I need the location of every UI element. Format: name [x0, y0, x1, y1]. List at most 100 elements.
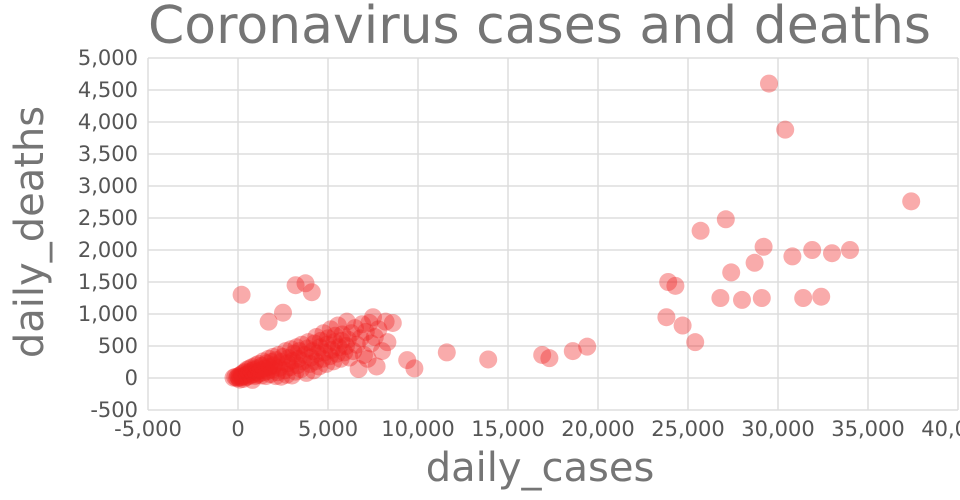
x-tick-label: 10,000 — [381, 417, 454, 441]
data-point — [261, 365, 280, 384]
data-point — [265, 356, 283, 375]
y-tick-label: 2,000 — [78, 238, 138, 262]
data-point — [362, 334, 381, 353]
data-point — [237, 368, 256, 387]
data-point — [283, 351, 302, 370]
data-point — [242, 361, 261, 380]
data-point — [322, 340, 341, 359]
data-point — [249, 354, 268, 373]
data-point — [266, 351, 285, 370]
y-tick-label: 1,500 — [78, 270, 138, 294]
data-point — [250, 364, 269, 383]
data-point — [248, 359, 267, 378]
data-point — [333, 325, 352, 344]
data-point — [224, 368, 243, 387]
data-point — [266, 367, 285, 386]
data-point — [240, 359, 259, 378]
y-axis-label: daily_deaths — [7, 105, 53, 359]
data-point — [338, 330, 357, 349]
data-point — [245, 360, 264, 379]
data-point — [337, 312, 356, 331]
data-point — [269, 345, 288, 364]
data-point — [277, 365, 296, 384]
data-point — [264, 347, 283, 366]
data-point — [278, 354, 297, 373]
data-point — [262, 353, 281, 371]
data-point — [254, 352, 273, 371]
data-point — [297, 363, 316, 382]
data-point — [315, 343, 334, 362]
x-axis-label: daily_cases — [425, 445, 655, 491]
data-point — [716, 210, 735, 229]
data-point — [319, 329, 337, 348]
data-point — [238, 360, 256, 379]
data-point — [376, 312, 395, 331]
data-point — [244, 365, 263, 384]
x-tick-label: 25,000 — [651, 417, 724, 441]
data-point — [236, 362, 255, 381]
data-point — [301, 348, 320, 367]
data-point — [257, 354, 276, 373]
data-point — [311, 331, 330, 350]
data-point — [803, 241, 822, 259]
data-point — [287, 338, 306, 357]
data-point — [325, 333, 344, 352]
x-tick-label: 20,000 — [561, 417, 634, 441]
data-point — [302, 283, 321, 302]
data-point — [383, 313, 402, 332]
data-point — [776, 120, 795, 139]
data-point — [293, 352, 312, 371]
data-point — [301, 354, 319, 373]
data-point — [226, 368, 245, 387]
y-tick-label: 5,000 — [78, 46, 138, 70]
data-point — [398, 351, 417, 370]
data-point — [229, 368, 248, 387]
data-point — [310, 357, 328, 376]
data-point — [326, 326, 345, 345]
data-point — [666, 276, 685, 295]
y-tick-label: 500 — [98, 334, 138, 358]
data-point — [304, 361, 323, 380]
data-point — [274, 347, 292, 366]
data-point — [344, 342, 363, 361]
data-point — [841, 241, 859, 259]
data-point — [337, 337, 355, 355]
data-point — [335, 343, 354, 362]
data-point — [320, 347, 339, 366]
data-point — [299, 333, 318, 352]
data-point — [256, 359, 274, 378]
data-point — [235, 366, 254, 385]
data-point — [349, 360, 368, 379]
data-point — [308, 344, 327, 363]
data-point — [268, 363, 287, 382]
y-tick-label: -500 — [90, 398, 138, 422]
data-point — [351, 329, 370, 348]
data-point — [364, 308, 382, 327]
data-point — [228, 369, 247, 387]
x-tick-label: 30,000 — [741, 417, 814, 441]
data-point — [405, 359, 424, 378]
data-point — [360, 313, 379, 332]
data-point — [238, 367, 257, 386]
data-point — [310, 338, 329, 357]
data-point — [328, 316, 347, 335]
data-point — [533, 345, 552, 364]
data-point — [276, 342, 295, 361]
data-point — [369, 320, 388, 339]
data-point — [303, 342, 322, 361]
y-tick-label: 4,500 — [78, 78, 138, 102]
data-point — [259, 312, 278, 331]
x-tick-label: 15,000 — [471, 417, 544, 441]
data-point — [752, 289, 771, 307]
y-tick-label: 4,000 — [78, 110, 138, 134]
data-point — [659, 273, 678, 291]
data-point — [722, 263, 741, 282]
data-point — [238, 365, 256, 384]
data-point — [378, 333, 397, 352]
data-point — [686, 333, 705, 352]
y-tick-label: 3,000 — [78, 174, 138, 198]
data-point — [279, 349, 298, 368]
data-point — [314, 324, 333, 343]
data-point — [272, 367, 291, 386]
